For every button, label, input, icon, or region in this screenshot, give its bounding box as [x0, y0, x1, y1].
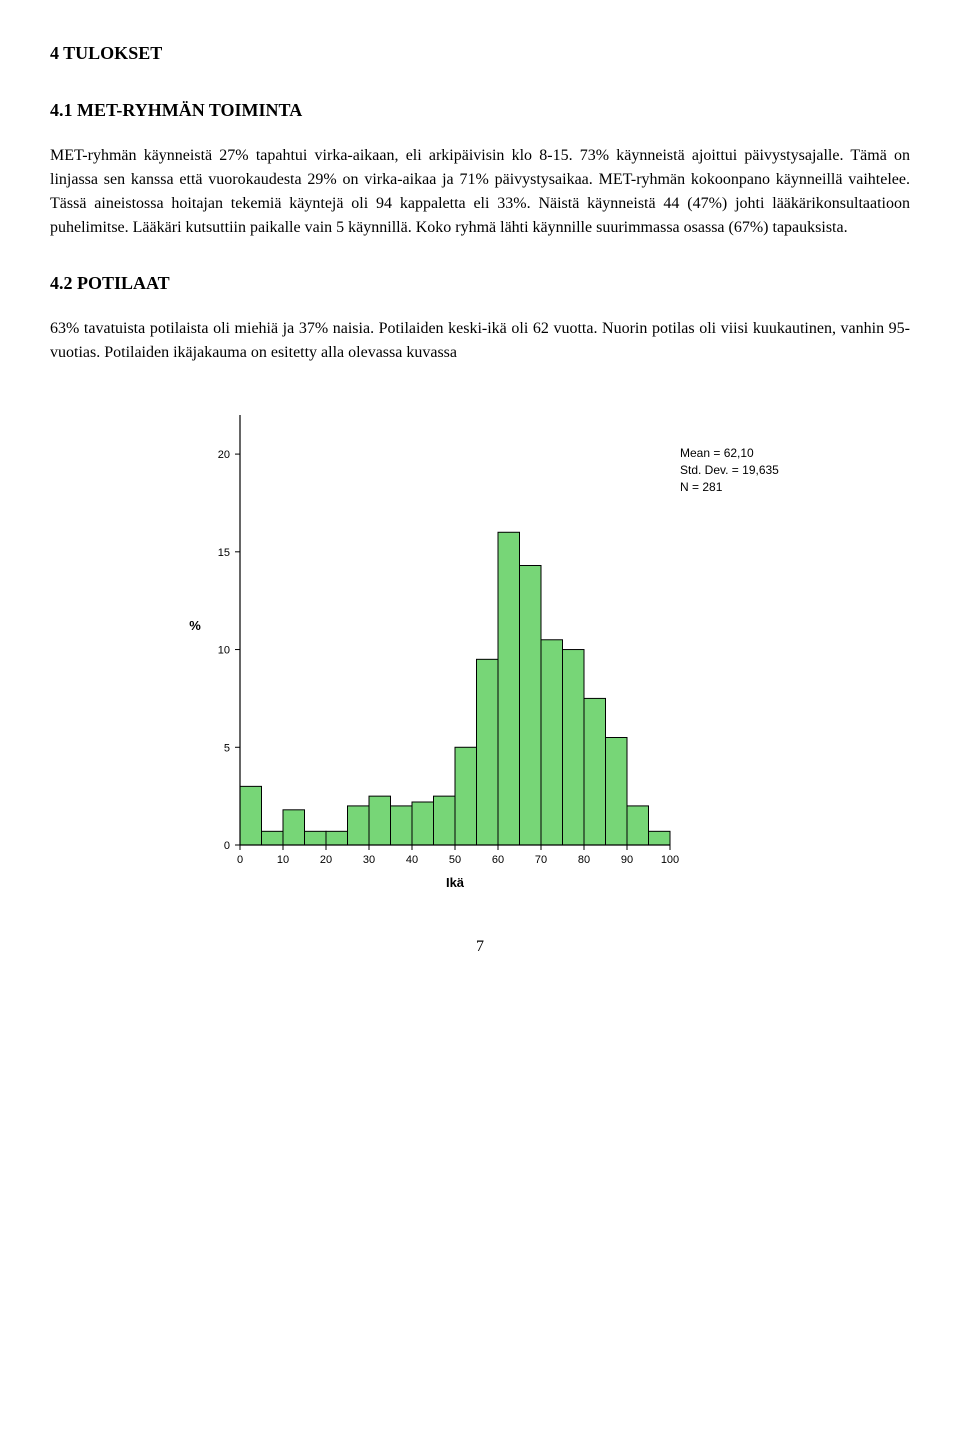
x-tick-label: 90 [621, 854, 633, 866]
histogram-bar [348, 806, 370, 845]
histogram-bar [412, 802, 434, 845]
x-tick-label: 20 [320, 854, 332, 866]
histogram-bar [455, 747, 477, 845]
stat-std: Std. Dev. = 19,635 [680, 462, 779, 479]
x-tick-label: 70 [535, 854, 547, 866]
x-tick-label: 60 [492, 854, 504, 866]
subsection-heading-1: 4.1 MET-RYHMÄN TOIMINTA [50, 97, 910, 124]
x-tick-label: 30 [363, 854, 375, 866]
histogram-bar [283, 810, 305, 845]
histogram-bar [477, 659, 499, 845]
histogram-bar [649, 831, 671, 845]
x-tick-label: 100 [661, 854, 679, 866]
y-axis-label: % [189, 618, 201, 633]
x-tick-label: 10 [277, 854, 289, 866]
histogram-bar [326, 831, 348, 845]
histogram-bar [541, 640, 563, 845]
x-tick-label: 80 [578, 854, 590, 866]
x-axis-label: Ikä [446, 875, 465, 890]
y-tick-label: 10 [218, 645, 230, 657]
histogram-bar [434, 796, 456, 845]
histogram-bar [520, 566, 542, 846]
histogram-bar [498, 532, 520, 845]
y-tick-label: 15 [218, 547, 230, 559]
x-tick-label: 40 [406, 854, 418, 866]
y-tick-label: 20 [218, 449, 230, 461]
stat-n: N = 281 [680, 479, 779, 496]
histogram-bar [627, 806, 649, 845]
histogram-bar [563, 650, 585, 845]
subsection-heading-2: 4.2 POTILAAT [50, 270, 910, 297]
stat-mean: Mean = 62,10 [680, 445, 779, 462]
histogram-bar [305, 831, 327, 845]
histogram-bar [369, 796, 391, 845]
histogram-bar [262, 831, 284, 845]
histogram-bar [240, 786, 262, 845]
y-tick-label: 0 [224, 840, 230, 852]
histogram-bar [391, 806, 413, 845]
x-tick-label: 50 [449, 854, 461, 866]
y-tick-label: 5 [224, 742, 230, 754]
histogram-bar [584, 698, 606, 845]
paragraph-2: 63% tavatuista potilaista oli miehiä ja … [50, 317, 910, 365]
paragraph-1: MET-ryhmän käynneistä 27% tapahtui virka… [50, 144, 910, 240]
section-heading: 4 TULOKSET [50, 40, 910, 67]
chart-stats-legend: Mean = 62,10 Std. Dev. = 19,635 N = 281 [680, 445, 779, 495]
x-tick-label: 0 [237, 854, 243, 866]
histogram-bar [606, 738, 628, 846]
histogram-chart: 0 10 20 30 40 50 60 70 80 90 100 0 5 10 15 20 Ikä% Mean … [170, 395, 790, 905]
page-number: 7 [50, 935, 910, 959]
